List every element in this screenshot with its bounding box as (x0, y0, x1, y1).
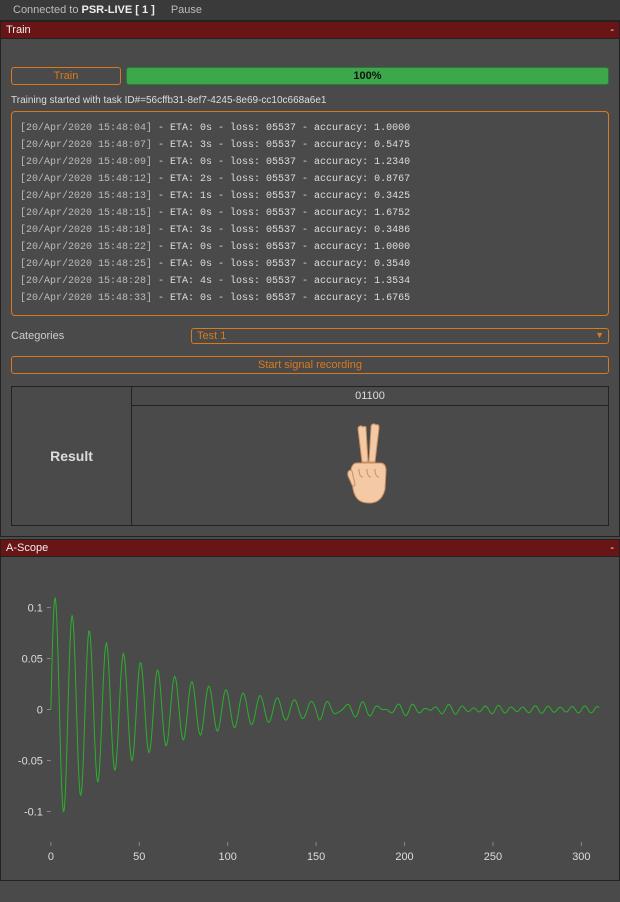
ascope-panel-title: A-Scope (6, 542, 48, 554)
log-line: [20/Apr/2020 15:48:28] - ETA: 4s - loss:… (20, 273, 600, 290)
categories-value: Test 1 (197, 330, 226, 342)
training-log: [20/Apr/2020 15:48:04] - ETA: 0s - loss:… (11, 111, 609, 316)
ascope-panel-header: A-Scope - (0, 539, 620, 557)
connected-prefix: Connected to (13, 4, 82, 16)
svg-text:150: 150 (307, 851, 325, 863)
progress-bar: 100% (126, 67, 609, 85)
categories-select[interactable]: Test 1 (191, 328, 609, 344)
train-row: Train 100% (11, 67, 609, 85)
svg-text:250: 250 (484, 851, 502, 863)
svg-text:-0.1: -0.1 (24, 806, 43, 818)
svg-text:0.1: 0.1 (28, 603, 43, 615)
log-line: [20/Apr/2020 15:48:09] - ETA: 0s - loss:… (20, 154, 600, 171)
connected-target: PSR-LIVE [ 1 ] (82, 4, 155, 16)
ascope-panel-body: -0.1 -0.05 0 0.05 0.1 0 50 100 150 200 250 300 (0, 557, 620, 881)
log-line: [20/Apr/2020 15:48:33] - ETA: 0s - loss:… (20, 290, 600, 307)
log-line: [20/Apr/2020 15:48:12] - ETA: 2s - loss:… (20, 171, 600, 188)
ascope-chart: -0.1 -0.05 0 0.05 0.1 0 50 100 150 200 250 300 (11, 567, 609, 870)
start-recording-button[interactable]: Start signal recording (11, 356, 609, 374)
categories-row: Categories Test 1 (11, 328, 609, 344)
peace-sign-icon (345, 419, 395, 509)
svg-text:0: 0 (37, 705, 43, 717)
task-id-line: Training started with task ID#=56cffb31-… (11, 95, 609, 106)
train-panel-header: Train - (0, 21, 620, 39)
menubar: Connected to PSR-LIVE [ 1 ] Pause (0, 0, 620, 21)
train-panel-title: Train (6, 24, 31, 36)
collapse-icon[interactable]: - (610, 24, 614, 36)
log-line: [20/Apr/2020 15:48:25] - ETA: 0s - loss:… (20, 256, 600, 273)
svg-text:0: 0 (48, 851, 54, 863)
train-panel-body: Train 100% Training started with task ID… (0, 39, 620, 537)
categories-label: Categories (11, 330, 181, 342)
log-line: [20/Apr/2020 15:48:07] - ETA: 3s - loss:… (20, 137, 600, 154)
log-line: [20/Apr/2020 15:48:04] - ETA: 0s - loss:… (20, 120, 600, 137)
result-label: Result (12, 387, 132, 526)
svg-text:300: 300 (572, 851, 590, 863)
svg-text:200: 200 (395, 851, 413, 863)
log-line: [20/Apr/2020 15:48:18] - ETA: 3s - loss:… (20, 222, 600, 239)
svg-text:50: 50 (133, 851, 145, 863)
connection-status: Connected to PSR-LIVE [ 1 ] (5, 2, 163, 18)
result-table: Result 01100 (11, 386, 609, 526)
result-code: 01100 (132, 387, 609, 406)
log-line: [20/Apr/2020 15:48:15] - ETA: 0s - loss:… (20, 205, 600, 222)
svg-text:0.05: 0.05 (22, 654, 43, 666)
collapse-icon[interactable]: - (610, 542, 614, 554)
log-line: [20/Apr/2020 15:48:22] - ETA: 0s - loss:… (20, 239, 600, 256)
svg-text:100: 100 (219, 851, 237, 863)
svg-text:-0.05: -0.05 (18, 756, 43, 768)
train-button[interactable]: Train (11, 67, 121, 85)
result-image-cell (132, 406, 609, 526)
pause-menu-item[interactable]: Pause (163, 2, 210, 18)
log-line: [20/Apr/2020 15:48:13] - ETA: 1s - loss:… (20, 188, 600, 205)
